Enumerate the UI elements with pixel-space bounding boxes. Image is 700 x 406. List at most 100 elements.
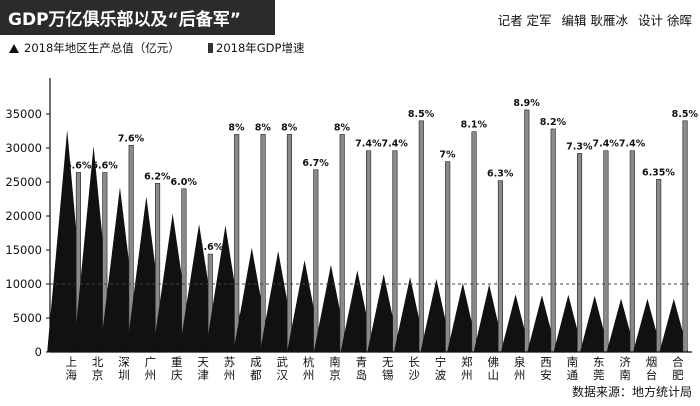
growth-data-label: 8.1% bbox=[461, 120, 488, 131]
growth-bar bbox=[629, 150, 635, 353]
credit-reporter: 记者 定军 bbox=[497, 13, 552, 28]
x-tick-label: 海 bbox=[65, 368, 77, 382]
growth-bar bbox=[550, 128, 556, 353]
x-tick-label: 州 bbox=[514, 368, 526, 382]
growth-bar bbox=[603, 150, 609, 353]
chart-title: GDP万亿俱乐部以及“后备军” bbox=[8, 10, 241, 30]
x-tick-label: 广 bbox=[145, 355, 157, 369]
x-tick-label: 合 bbox=[672, 355, 684, 369]
x-tick-label: 州 bbox=[145, 368, 157, 382]
x-tick-label: 东 bbox=[593, 355, 605, 369]
x-tick-label: 天 bbox=[197, 355, 209, 369]
growth-bar bbox=[656, 178, 662, 353]
x-tick-label: 长 bbox=[408, 355, 420, 369]
legend-growth-label: 2018年GDP增速 bbox=[216, 41, 305, 55]
legend-bar-icon bbox=[208, 43, 213, 53]
growth-data-label: 3.6% bbox=[197, 242, 224, 253]
x-tick-label: 肥 bbox=[672, 368, 684, 382]
x-tick-label: 佛 bbox=[487, 355, 499, 369]
x-tick-label: 锡 bbox=[382, 368, 394, 382]
x-tick-label: 重 bbox=[171, 355, 183, 369]
growth-bar bbox=[682, 120, 688, 353]
x-tick-label: 南 bbox=[567, 355, 579, 369]
x-tick-label: 武 bbox=[276, 355, 288, 369]
x-tick-label: 京 bbox=[92, 368, 104, 382]
x-tick-label: 南 bbox=[619, 368, 631, 382]
growth-data-label: 7.4% bbox=[593, 139, 620, 150]
growth-bar bbox=[392, 150, 398, 353]
x-tick-label: 泉 bbox=[514, 355, 526, 369]
credit-designer: 设计 徐晖 bbox=[638, 13, 692, 28]
credit-editor: 编辑 耿雁冰 bbox=[561, 13, 629, 28]
x-tick-label: 莞 bbox=[593, 368, 605, 382]
x-tick-label: 台 bbox=[646, 368, 658, 382]
source-note: 数据来源：地方统计局 bbox=[571, 385, 692, 399]
legend: 2018年地区生产总值（亿元） 2018年GDP增速 bbox=[9, 41, 305, 55]
x-tick-label: 庆 bbox=[171, 368, 183, 382]
growth-bar bbox=[445, 161, 451, 353]
growth-data-label: 8.2% bbox=[540, 117, 567, 128]
growth-data-label: 7.4% bbox=[619, 139, 646, 150]
growth-data-label: 8% bbox=[255, 122, 272, 133]
y-tick-label: 15000 bbox=[5, 243, 42, 257]
x-tick-label: 杭 bbox=[303, 355, 315, 369]
x-tick-label: 深 bbox=[118, 355, 130, 369]
gdp-triangle bbox=[500, 294, 531, 352]
growth-bar bbox=[471, 131, 477, 353]
y-tick-label: 35000 bbox=[5, 107, 42, 121]
x-tick-label: 西 bbox=[540, 355, 552, 369]
x-tick-label: 成 bbox=[250, 355, 262, 369]
gdp-triangle bbox=[659, 298, 689, 352]
y-tick-label: 20000 bbox=[5, 209, 42, 223]
gdp-triangle bbox=[313, 264, 349, 352]
growth-bar bbox=[260, 134, 266, 353]
growth-data-label: 8% bbox=[228, 122, 245, 133]
growth-data-label: 8.9% bbox=[513, 98, 540, 109]
x-tick-label: 岛 bbox=[356, 368, 368, 382]
growth-data-label: 6.0% bbox=[171, 177, 198, 188]
growth-data-label: 7% bbox=[439, 150, 456, 161]
gdp-triangle bbox=[447, 283, 479, 352]
x-tick-label: 烟 bbox=[646, 355, 658, 369]
x-tick-label: 青 bbox=[356, 355, 368, 369]
x-tick-label: 州 bbox=[224, 368, 236, 382]
credits: 记者 定军 编辑 耿雁冰 设计 徐晖 bbox=[492, 10, 692, 29]
legend-triangle-icon bbox=[9, 44, 19, 53]
growth-data-label: 7.3% bbox=[566, 141, 593, 152]
x-tick-label: 北 bbox=[92, 355, 104, 369]
x-tick-label: 州 bbox=[303, 368, 315, 382]
x-tick-label: 波 bbox=[435, 368, 447, 382]
gdp-triangle bbox=[367, 274, 401, 352]
legend-gdp-label: 2018年地区生产总值（亿元） bbox=[24, 41, 180, 55]
x-tick-label: 郑 bbox=[461, 355, 473, 369]
x-tick-label: 上 bbox=[65, 355, 77, 369]
x-tick-label: 南 bbox=[329, 355, 341, 369]
growth-data-label: 7.4% bbox=[355, 139, 382, 150]
growth-data-label: 8.5% bbox=[672, 109, 699, 120]
x-tick-label: 通 bbox=[567, 368, 579, 382]
x-tick-label: 津 bbox=[197, 368, 209, 382]
gdp-triangle bbox=[580, 295, 610, 352]
growth-data-label: 6.35% bbox=[642, 167, 675, 178]
x-tick-label: 都 bbox=[250, 368, 262, 382]
growth-bar bbox=[339, 134, 345, 353]
growth-data-label: 7.4% bbox=[382, 139, 409, 150]
x-tick-label: 州 bbox=[461, 368, 473, 382]
x-tick-label: 圳 bbox=[118, 368, 130, 382]
x-tick-label: 宁 bbox=[435, 355, 447, 369]
x-tick-label: 苏 bbox=[224, 355, 236, 369]
plot-marks: 6.6% 6.6% 7.6% 6.2% 6.0% 3.6% 8% 8% 8% 6.7% 8% 7.4%… bbox=[47, 98, 699, 353]
gdp-triangle bbox=[527, 295, 557, 352]
x-tick-label: 京 bbox=[329, 368, 341, 382]
x-tick-label: 无 bbox=[382, 355, 394, 369]
growth-bar bbox=[418, 120, 424, 353]
growth-data-label: 6.6% bbox=[65, 160, 92, 171]
gdp-triangle bbox=[553, 294, 583, 352]
growth-bar bbox=[313, 169, 319, 353]
growth-bar bbox=[234, 134, 240, 353]
growth-bar bbox=[524, 109, 530, 353]
growth-bar bbox=[286, 134, 292, 353]
gdp-triangle bbox=[420, 278, 453, 352]
y-axis: 0 5000 10000 15000 20000 25000 30000 35000 bbox=[5, 78, 51, 359]
